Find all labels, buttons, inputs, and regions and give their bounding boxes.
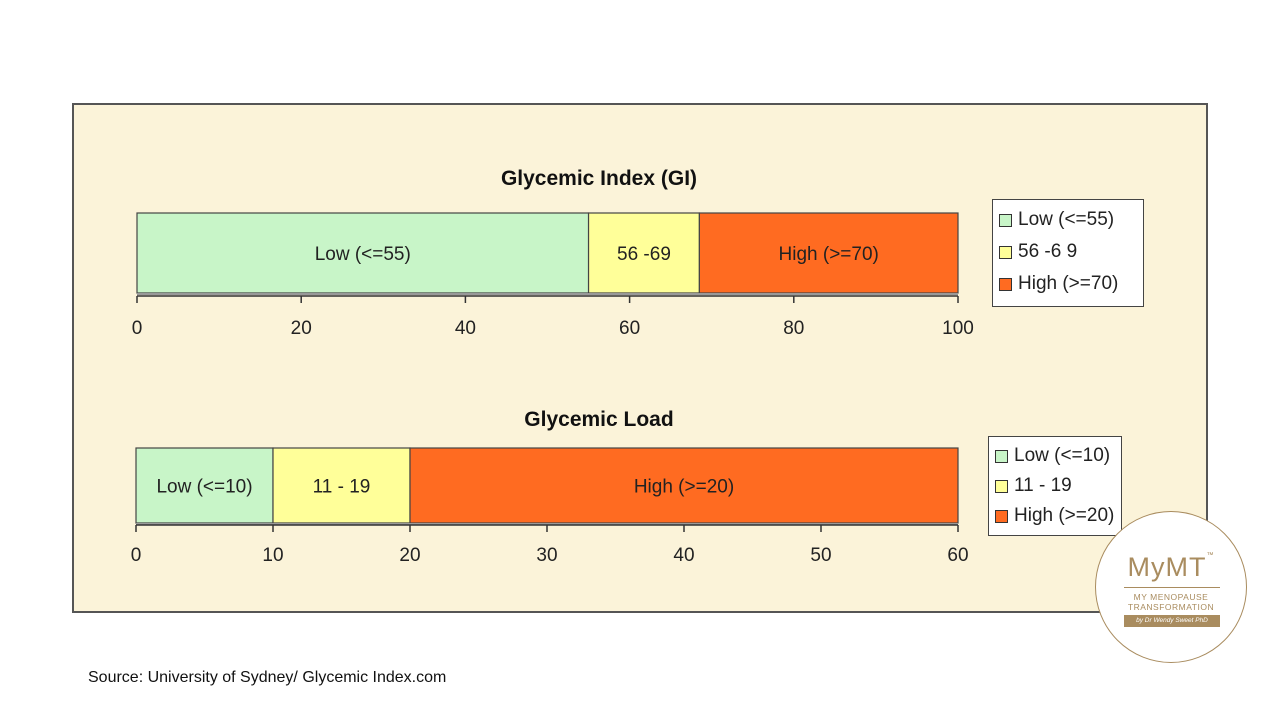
gl-x-tick-label-1: 10	[262, 545, 283, 566]
gi-legend-swatch-high	[999, 277, 1012, 291]
gi-x-tick-label-5: 100	[942, 318, 974, 339]
gi-segment-label-2: High (>=70)	[779, 244, 879, 265]
gl-x-tick-label-5: 50	[810, 545, 831, 566]
logo-brand: MyMT	[1127, 552, 1207, 582]
gl-legend-label-low: Low (<=10)	[1014, 445, 1111, 466]
gi-segment-label-1: 56 -69	[617, 244, 671, 265]
logo-byline: by Dr Wendy Sweet PhD	[1124, 615, 1220, 627]
mymt-logo: MyMT™ MY MENOPAUSE TRANSFORMATION by Dr …	[1095, 511, 1247, 663]
gi-bar-segment-2	[698, 212, 959, 294]
gi-legend-label-medium: 56 -6 9	[1018, 241, 1078, 262]
gi-legend-label-low: Low (<=55)	[1018, 209, 1115, 230]
gi-legend-item-low: Low (<=55)	[999, 204, 1137, 236]
gl-legend-swatch-high	[995, 509, 1008, 523]
gi-x-tick-label-3: 60	[619, 318, 640, 339]
logo-wordmark: MyMT™	[1096, 552, 1246, 583]
gi-x-tick-label-4: 80	[783, 318, 804, 339]
gl-legend-label-medium: 11 - 19	[1014, 475, 1072, 496]
logo-subtitle-2: TRANSFORMATION	[1127, 602, 1215, 612]
chart-canvas: Low (<=55) 56 -69 High (>=70)0 20 40 60 80 100L…	[131, 212, 974, 566]
gi-legend-swatch-low	[999, 213, 1012, 227]
gl-segment-label-2: High (>=20)	[634, 477, 734, 498]
gl-legend-swatch-medium	[995, 479, 1008, 493]
chart-panel: Low (<=55) 56 -69 High (>=70) 0 20 40 60 80 100 L…	[72, 103, 1208, 613]
gl-legend: Low (<=10) 11 - 19 High (>=20)	[988, 436, 1122, 536]
gl-chart-title: Glycemic Load	[524, 408, 674, 431]
gl-x-tick-label-3: 30	[536, 545, 557, 566]
gi-legend-label-high: High (>=70)	[1018, 273, 1119, 294]
gi-bar-segment-0	[136, 212, 590, 294]
gl-x-tick-label-6: 60	[947, 545, 968, 566]
logo-trademark: ™	[1206, 552, 1215, 559]
gl-bar-segment-2	[409, 447, 959, 524]
gl-segment-label-0: Low (<=10)	[156, 477, 252, 498]
gi-segment-label-0: Low (<=55)	[315, 244, 411, 265]
logo-divider	[1124, 587, 1220, 588]
gl-legend-item-medium: 11 - 19	[995, 471, 1115, 501]
logo-subtitle-1: MY MENOPAUSE	[1133, 592, 1209, 602]
gi-legend-item-high: High (>=70)	[999, 268, 1137, 300]
gi-chart-title: Glycemic Index (GI)	[500, 167, 698, 190]
gl-legend-label-high: High (>=20)	[1014, 505, 1115, 526]
gi-legend-item-medium: 56 -6 9	[999, 236, 1137, 268]
gl-legend-swatch-low	[995, 449, 1008, 463]
source-note: Source: University of Sydney/ Glycemic I…	[88, 669, 447, 686]
gl-legend-item-low: Low (<=10)	[995, 441, 1115, 471]
gl-segment-label-1: 11 - 19	[313, 477, 371, 498]
gl-x-tick-label-0: 0	[131, 545, 142, 566]
gi-x-tick-label-2: 40	[455, 318, 476, 339]
gl-x-tick-label-2: 20	[399, 545, 420, 566]
gi-x-tick-label-1: 20	[291, 318, 312, 339]
gi-legend-swatch-medium	[999, 245, 1012, 259]
gl-legend-item-high: High (>=20)	[995, 501, 1115, 531]
gl-x-tick-label-4: 40	[673, 545, 694, 566]
gi-legend: Low (<=55) 56 -6 9 High (>=70)	[992, 199, 1144, 307]
gi-x-tick-label-0: 0	[132, 318, 143, 339]
